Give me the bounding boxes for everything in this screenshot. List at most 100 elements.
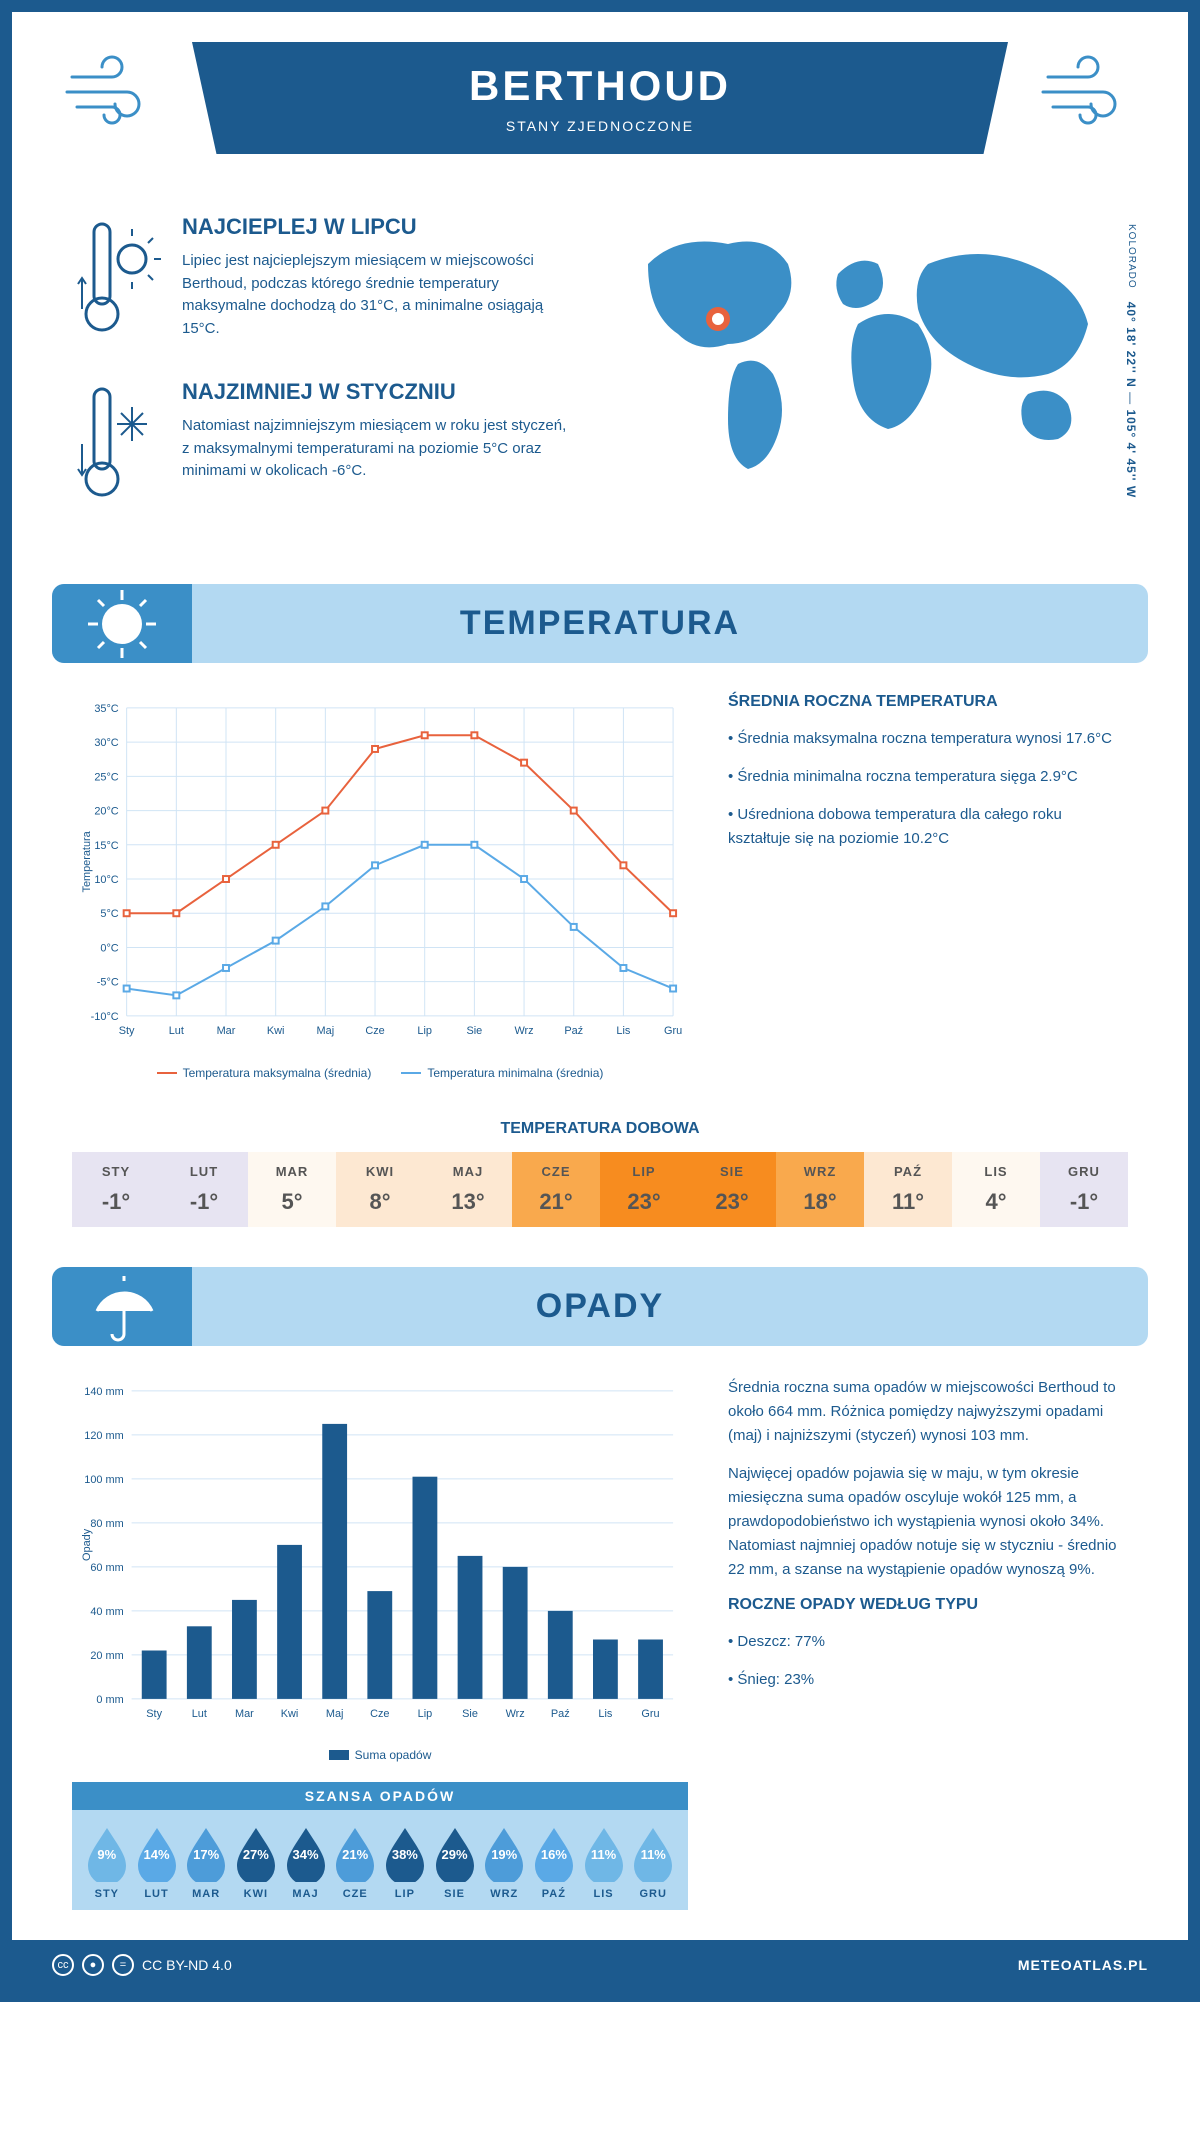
svg-text:15°C: 15°C [94, 840, 118, 852]
daily-temp-cell: CZE21° [512, 1152, 600, 1227]
svg-text:0 mm: 0 mm [96, 1694, 123, 1706]
by-icon: ● [82, 1954, 104, 1976]
svg-text:Lip: Lip [417, 1025, 432, 1037]
svg-text:Lip: Lip [418, 1707, 433, 1719]
country-subtitle: STANY ZJEDNOCZONE [192, 118, 1008, 134]
svg-text:Wrz: Wrz [514, 1025, 533, 1037]
daily-temp-cell: LIP23° [600, 1152, 688, 1227]
svg-text:Paź: Paź [564, 1025, 583, 1037]
svg-text:Temperatura: Temperatura [81, 830, 93, 892]
daily-temp-cell: SIE23° [688, 1152, 776, 1227]
svg-text:Mar: Mar [235, 1707, 254, 1719]
cc-icon: cc [52, 1954, 74, 1976]
wind-icon [1038, 52, 1138, 132]
svg-text:140 mm: 140 mm [84, 1386, 123, 1398]
license-label: CC BY-ND 4.0 [142, 1957, 232, 1973]
precipitation-stats: Średnia roczna suma opadów w miejscowośc… [728, 1376, 1128, 1911]
chance-drop: 11%LIS [579, 1826, 629, 1900]
svg-text:Paź: Paź [551, 1707, 570, 1719]
svg-text:Gru: Gru [641, 1707, 659, 1719]
chance-drop: 27%KWI [231, 1826, 281, 1900]
thermometer-cold-icon [72, 379, 162, 514]
wind-icon [62, 52, 162, 132]
svg-text:Sty: Sty [146, 1707, 162, 1719]
svg-text:20°C: 20°C [94, 806, 118, 818]
footer: cc ● = CC BY-ND 4.0 METEOATLAS.PL [12, 1940, 1188, 1990]
daily-temp-cell: LIS4° [952, 1152, 1040, 1227]
svg-text:100 mm: 100 mm [84, 1474, 123, 1486]
site-name: METEOATLAS.PL [1018, 1957, 1148, 1973]
svg-text:Sty: Sty [119, 1025, 135, 1037]
coldest-text: Natomiast najzimniejszym miesiącem w rok… [182, 415, 568, 483]
title-banner: BERTHOUD STANY ZJEDNOCZONE [192, 42, 1008, 154]
chance-drop: 34%MAJ [281, 1826, 331, 1900]
svg-text:40 mm: 40 mm [90, 1606, 123, 1618]
svg-text:-5°C: -5°C [97, 977, 119, 989]
svg-text:120 mm: 120 mm [84, 1430, 123, 1442]
daily-temp-cell: MAJ13° [424, 1152, 512, 1227]
svg-text:Wrz: Wrz [506, 1707, 525, 1719]
nd-icon: = [112, 1954, 134, 1976]
chance-drop: 19%WRZ [479, 1826, 529, 1900]
hottest-text: Lipiec jest najcieplejszym miesiącem w m… [182, 250, 568, 340]
precipitation-title: OPADY [52, 1287, 1148, 1326]
daily-temp-cell: STY-1° [72, 1152, 160, 1227]
coordinates: KOLORADO 40° 18' 22'' N — 105° 4' 45'' W [1124, 224, 1138, 498]
chance-drop: 21%CZE [330, 1826, 380, 1900]
svg-text:Cze: Cze [365, 1025, 384, 1037]
svg-text:Sie: Sie [462, 1707, 478, 1719]
svg-text:25°C: 25°C [94, 771, 118, 783]
daily-temp-cell: KWI8° [336, 1152, 424, 1227]
precipitation-section-header: OPADY [52, 1267, 1148, 1346]
svg-text:-10°C: -10°C [91, 1011, 119, 1023]
world-map: KOLORADO 40° 18' 22'' N — 105° 4' 45'' W [608, 214, 1128, 544]
chance-drop: 29%SIE [430, 1826, 480, 1900]
chance-drop: 9%STY [82, 1826, 132, 1900]
daily-temp-cell: MAR5° [248, 1152, 336, 1227]
chance-drop: 16%PAŹ [529, 1826, 579, 1900]
svg-text:30°C: 30°C [94, 737, 118, 749]
svg-text:Sie: Sie [467, 1025, 483, 1037]
svg-text:Maj: Maj [326, 1707, 344, 1719]
daily-temp-title: TEMPERATURA DOBOWA [12, 1120, 1188, 1138]
svg-text:Lut: Lut [192, 1707, 207, 1719]
svg-text:Cze: Cze [370, 1707, 389, 1719]
daily-temp-cell: WRZ18° [776, 1152, 864, 1227]
temperature-section-header: TEMPERATURA [52, 584, 1148, 663]
svg-text:5°C: 5°C [100, 908, 118, 920]
umbrella-icon [52, 1267, 192, 1346]
daily-temp-cell: LUT-1° [160, 1152, 248, 1227]
city-title: BERTHOUD [192, 62, 1008, 110]
daily-temp-cell: PAŹ11° [864, 1152, 952, 1227]
svg-text:0°C: 0°C [100, 942, 118, 954]
svg-text:Gru: Gru [664, 1025, 682, 1037]
chance-drop: 38%LIP [380, 1826, 430, 1900]
svg-text:Mar: Mar [217, 1025, 236, 1037]
temperature-title: TEMPERATURA [52, 604, 1148, 643]
daily-temp-cell: GRU-1° [1040, 1152, 1128, 1227]
sun-icon [52, 584, 192, 663]
svg-text:Lut: Lut [169, 1025, 184, 1037]
precipitation-chance-panel: SZANSA OPADÓW 9%STY14%LUT17%MAR27%KWI34%… [72, 1782, 688, 1910]
svg-text:Kwi: Kwi [267, 1025, 285, 1037]
svg-text:Kwi: Kwi [281, 1707, 299, 1719]
coldest-block: NAJZIMNIEJ W STYCZNIU Natomiast najzimni… [72, 379, 568, 514]
hottest-block: NAJCIEPLEJ W LIPCU Lipiec jest najcieple… [72, 214, 568, 349]
svg-text:35°C: 35°C [94, 703, 118, 715]
svg-text:Maj: Maj [317, 1025, 335, 1037]
chance-drop: 11%GRU [628, 1826, 678, 1900]
svg-text:20 mm: 20 mm [90, 1650, 123, 1662]
thermometer-hot-icon [72, 214, 162, 349]
svg-text:Lis: Lis [598, 1707, 612, 1719]
precipitation-bar-chart: 0 mm 20 mm 40 mm 60 mm 80 mm 100 mm 120 mm 140 … [72, 1376, 688, 1763]
svg-text:10°C: 10°C [94, 874, 118, 886]
svg-text:Lis: Lis [616, 1025, 630, 1037]
chance-drop: 17%MAR [181, 1826, 231, 1900]
temperature-line-chart: -10°C -5°C 0°C 5°C 10°C 15°C 20°C 25°C 30°C 35°C S… [72, 693, 688, 1080]
svg-text:60 mm: 60 mm [90, 1562, 123, 1574]
svg-text:80 mm: 80 mm [90, 1518, 123, 1530]
daily-temp-table: STY-1°LUT-1°MAR5°KWI8°MAJ13°CZE21°LIP23°… [72, 1152, 1128, 1227]
hottest-title: NAJCIEPLEJ W LIPCU [182, 214, 568, 240]
coldest-title: NAJZIMNIEJ W STYCZNIU [182, 379, 568, 405]
chance-drop: 14%LUT [132, 1826, 182, 1900]
